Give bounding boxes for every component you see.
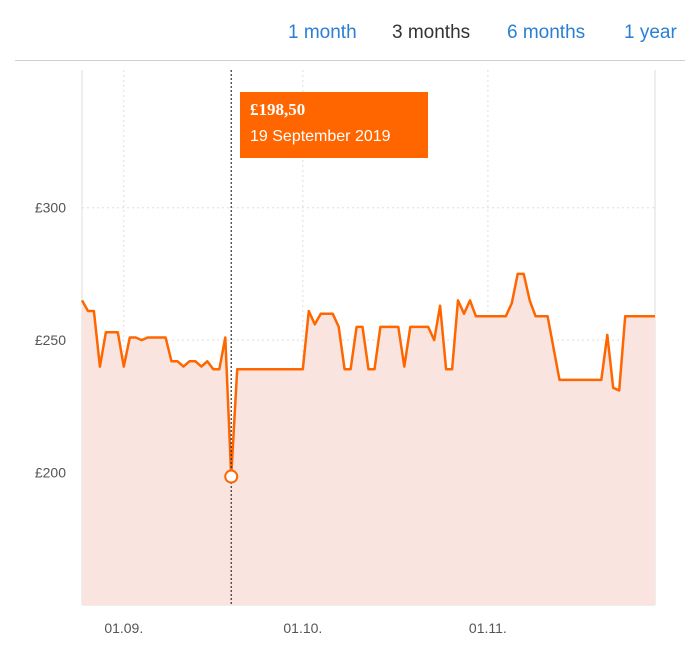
range-tab-1-year[interactable]: 1 year (624, 22, 677, 43)
range-selector: 1 month 3 months 6 months 1 year (0, 18, 700, 50)
range-divider (15, 60, 685, 61)
price-area (82, 273, 655, 605)
y-tick-label: £200 (35, 465, 66, 481)
range-tab-6-months[interactable]: 6 months (507, 22, 586, 43)
y-tick-label: £300 (35, 200, 66, 216)
tooltip-price: £198,50 (250, 100, 306, 119)
price-tooltip: £198,50 19 September 2019 (240, 92, 428, 158)
x-tick-label: 01.11. (469, 620, 507, 636)
axis-labels: £200 £250 £300 01.09. 01.10. 01.11. (35, 200, 507, 636)
y-tick-label: £250 (35, 332, 66, 348)
tooltip-date: 19 September 2019 (250, 128, 391, 145)
range-tab-1-month[interactable]: 1 month (288, 22, 357, 43)
range-tab-3-months[interactable]: 3 months (392, 22, 471, 43)
highlight-point[interactable] (224, 469, 239, 484)
x-tick-label: 01.09. (104, 620, 143, 636)
price-line (80, 272, 655, 478)
x-tick-label: 01.10. (283, 620, 322, 636)
